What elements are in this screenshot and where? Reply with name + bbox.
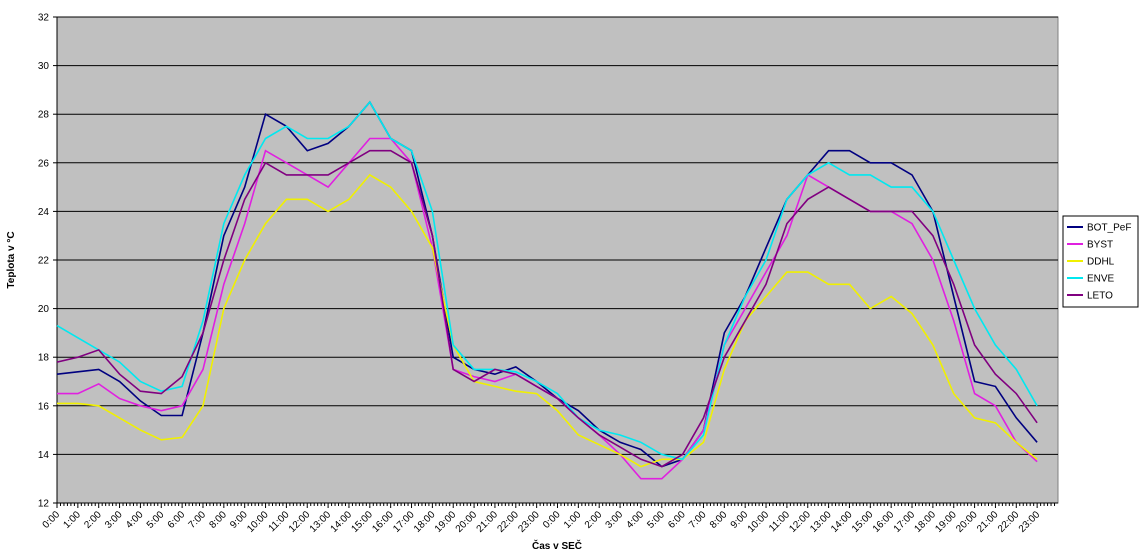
series-line	[57, 173, 1038, 468]
x-tick-label: 20:00	[454, 509, 480, 535]
x-tick-label: 13:00	[308, 509, 334, 535]
legend-label: DDHL	[1087, 257, 1115, 268]
x-tick-label: 12:00	[287, 509, 313, 535]
x-tick-label: 6:00	[166, 509, 188, 531]
series-line	[56, 100, 1038, 468]
x-tick-label: 12:00	[787, 509, 813, 535]
series-line	[56, 149, 1038, 468]
x-tick-label: 5:00	[645, 509, 667, 531]
y-tick-label: 14	[38, 450, 50, 461]
x-tick-label: 2:00	[82, 509, 104, 531]
x-tick-label: 19:00	[433, 509, 459, 535]
x-axis-title: Čas v SEČ	[532, 539, 582, 552]
y-tick-label: 26	[38, 158, 50, 169]
x-tick-label: 23:00	[516, 509, 542, 535]
x-tick-label: 17:00	[391, 509, 417, 535]
y-tick-label: 16	[38, 401, 50, 412]
x-tick-label: 14:00	[829, 509, 855, 535]
x-tick-label: 11:00	[767, 509, 792, 534]
y-tick-label: 30	[38, 61, 50, 72]
x-tick-label: 18:00	[913, 509, 939, 535]
x-tick-label: 1:00	[61, 509, 83, 531]
x-tick-label: 8:00	[708, 509, 730, 531]
legend-label: BOT_PeF	[1087, 223, 1131, 234]
x-tick-label: 22:00	[495, 509, 521, 535]
x-tick-label: 21:00	[475, 509, 501, 535]
x-tick-label: 17:00	[892, 509, 918, 535]
x-tick-label: 23:00	[1017, 509, 1043, 535]
x-tick-label: 16:00	[370, 509, 396, 535]
y-tick-label: 20	[38, 304, 50, 315]
x-tick-label: 7:00	[687, 509, 709, 531]
x-tick-label: 5:00	[145, 509, 167, 531]
x-tick-label: 4:00	[624, 509, 646, 531]
x-tick-label: 0:00	[41, 509, 63, 531]
x-tick-label: 22:00	[996, 509, 1022, 535]
x-tick-label: 10:00	[245, 509, 271, 535]
x-tick-label: 19:00	[933, 509, 959, 535]
x-tick-label: 15:00	[349, 509, 375, 535]
x-tick-label: 16:00	[871, 509, 897, 535]
x-tick-label: 13:00	[808, 509, 834, 535]
y-tick-label: 32	[38, 13, 50, 24]
y-tick-label: 24	[38, 207, 50, 218]
legend-label: LETO	[1087, 291, 1113, 302]
x-tick-label: 11:00	[267, 509, 292, 534]
y-axis-title: Teplota v °C	[6, 231, 17, 288]
x-tick-label: 2:00	[583, 509, 605, 531]
legend-label: BYST	[1087, 240, 1113, 251]
x-tick-label: 3:00	[604, 509, 626, 531]
y-tick-label: 22	[38, 256, 50, 267]
x-tick-label: 20:00	[954, 509, 980, 535]
legend-label: ENVE	[1087, 274, 1115, 285]
x-tick-label: 1:00	[562, 509, 584, 531]
y-tick-label: 18	[38, 353, 50, 364]
x-tick-label: 4:00	[124, 509, 146, 531]
series-line	[56, 100, 1038, 461]
x-tick-label: 7:00	[187, 509, 209, 531]
x-tick-label: 8:00	[207, 509, 229, 531]
x-tick-label: 10:00	[746, 509, 772, 535]
y-tick-label: 12	[38, 499, 50, 510]
x-tick-label: 14:00	[329, 509, 355, 535]
x-tick-label: 18:00	[412, 509, 438, 535]
y-tick-label: 28	[38, 110, 50, 121]
x-tick-label: 6:00	[666, 509, 688, 531]
x-tick-label: 21:00	[975, 509, 1001, 535]
x-tick-label: 3:00	[103, 509, 125, 531]
x-tick-label: 15:00	[850, 509, 876, 535]
x-tick-label: 0:00	[541, 509, 563, 531]
